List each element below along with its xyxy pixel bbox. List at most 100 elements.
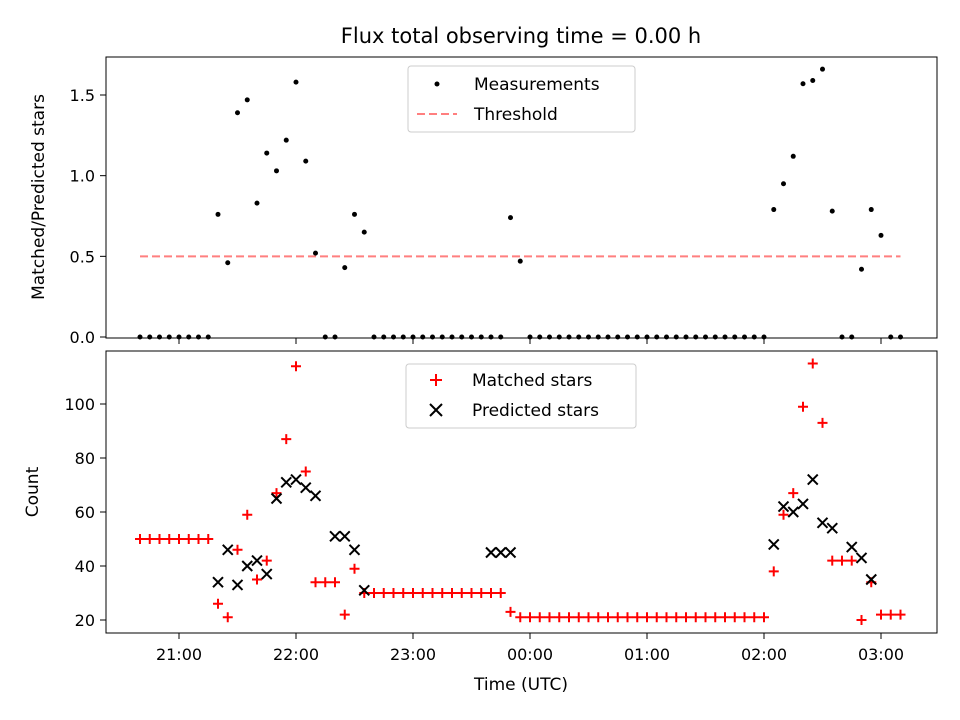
matched-star-point [603, 612, 613, 623]
measurement-point [693, 334, 699, 340]
top-chart-title: Flux total observing time = 0.00 h [341, 24, 701, 48]
measurement-point [683, 334, 689, 340]
matched-star-point [281, 434, 292, 445]
predicted-star-point [485, 546, 497, 559]
matched-star-point [466, 588, 477, 598]
top-x-axis [178, 338, 882, 344]
measurement-point [790, 153, 796, 159]
measurement-point [488, 334, 494, 340]
matched-star-point [817, 417, 828, 428]
matched-star-point [242, 509, 253, 520]
bottom-chart-frame [105, 350, 938, 634]
measurement-point [391, 334, 396, 340]
measurement-point [137, 334, 143, 340]
measurement-point [186, 334, 192, 340]
top-chart-frame [105, 56, 938, 339]
measurement-point [722, 334, 728, 340]
matched-star-point [739, 612, 750, 623]
matched-star-point [671, 612, 682, 623]
matched-star-point [564, 612, 574, 623]
measurement-point [303, 158, 309, 164]
matched-star-point [827, 555, 838, 566]
measurement-point [576, 334, 582, 340]
predicted-star-point [212, 576, 224, 588]
matched-star-point [544, 612, 555, 623]
measurement-point [225, 260, 231, 266]
legend-predicted-label: Predicted stars [472, 401, 599, 421]
matched-star-point [651, 612, 662, 623]
legend-predicted-marker [429, 403, 443, 417]
legend-matched-label: Matched stars [472, 371, 592, 391]
measurement-point [712, 334, 718, 340]
measurement-point [508, 215, 513, 221]
measurement-point [157, 334, 162, 340]
predicted-star-point [768, 538, 780, 551]
measurement-point [215, 211, 221, 217]
bottom-x-tick-label: 01:00 [624, 645, 670, 664]
matched-star-point [456, 588, 467, 598]
measurement-point [313, 250, 318, 256]
bottom-x-tick-label: 02:00 [741, 645, 787, 664]
measurement-point [566, 334, 572, 340]
bottom-x-tick-label: 03:00 [858, 645, 904, 664]
matched-star-point [213, 598, 223, 609]
matched-star-point [388, 588, 399, 598]
predicted-star-point [504, 546, 517, 559]
measurement-point [517, 258, 523, 264]
predicted-star-point [358, 584, 370, 597]
matched-star-point [856, 615, 867, 625]
predicted-star-point [261, 568, 273, 580]
matched-star-point [505, 606, 516, 617]
measurement-point [868, 207, 874, 213]
matched-star-point [174, 534, 184, 544]
predicted-star-point [787, 506, 799, 518]
measurement-point [498, 334, 504, 340]
matched-star-point [837, 555, 847, 566]
predicted-star-point [251, 554, 263, 567]
bottom-x-tick-label: 21:00 [156, 645, 202, 664]
matched-star-point [252, 574, 262, 585]
matched-star-point [612, 612, 623, 623]
bottom-x-axis: 21:00 22:00 23:00 00:00 01:00 02:00 03:00 [156, 633, 904, 664]
measurement-point [673, 334, 679, 340]
top-y-axis-label: Matched/Predicted stars [29, 94, 49, 300]
predicted-star-point [807, 473, 819, 486]
measurement-point [664, 334, 669, 340]
bottom-x-tick-label: 22:00 [273, 645, 319, 664]
matched-star-point [661, 612, 672, 623]
matched-star-point [720, 612, 730, 623]
measurement-point [634, 334, 640, 340]
matched-star-point [632, 612, 643, 623]
predicted-star-point [290, 473, 302, 486]
measurement-point [547, 334, 552, 340]
measurement-point [595, 334, 601, 340]
matched-star-point [573, 612, 584, 623]
matched-star-point [320, 577, 331, 588]
measurement-point [605, 334, 611, 340]
measurement-point [420, 334, 426, 340]
matched-star-point [310, 577, 321, 588]
matched-star-point [291, 361, 301, 372]
measurement-point [829, 208, 835, 214]
predicted-star-point [231, 579, 244, 591]
predicted-star-point [300, 481, 312, 494]
matched-star-point [154, 534, 165, 544]
predicted-star-point [329, 530, 341, 543]
top-y-tick-label: 0.5 [70, 247, 95, 266]
measurement-point [361, 229, 367, 235]
measurement-point [625, 334, 630, 340]
predicted-star-point [241, 560, 253, 572]
predicted-star-point [270, 492, 283, 505]
matched-star-point [339, 609, 350, 620]
matched-star-point [437, 588, 448, 598]
matched-star-point [768, 566, 779, 577]
matched-star-point [642, 612, 652, 623]
measurement-point [400, 334, 406, 340]
legend-measurements-marker [434, 81, 440, 87]
matched-star-point [135, 534, 145, 544]
measurement-point [332, 334, 338, 340]
matched-star-point [876, 609, 886, 620]
bottom-y-axis-label: Count [23, 466, 43, 517]
measurement-point [742, 334, 747, 340]
measurement-point [537, 334, 543, 340]
